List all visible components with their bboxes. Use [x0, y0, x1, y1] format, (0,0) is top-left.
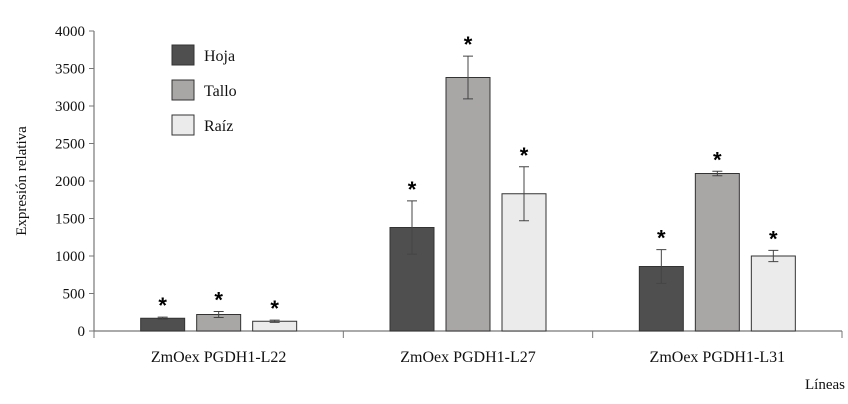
significance-star: *: [713, 147, 722, 172]
significance-star: *: [657, 226, 666, 251]
x-category-label: ZmOex PGDH1-L31: [650, 349, 786, 366]
legend-label-1: Hoja: [204, 48, 235, 65]
plot-area: 0 500 1000 1500 2000 2500 3000 3500 4000 * * * ZmOex…: [55, 24, 843, 366]
legend: Hoja Tallo Raíz: [171, 44, 237, 136]
y-tick-label: 1500: [55, 212, 85, 228]
y-tick-label: 1000: [55, 249, 85, 265]
legend-label-3: Raíz: [204, 118, 233, 135]
legend-swatch-1: [171, 44, 195, 66]
significance-star: *: [769, 226, 778, 251]
significance-star: *: [520, 143, 529, 168]
legend-swatch-3: [171, 114, 195, 136]
y-tick-label: 500: [63, 287, 86, 303]
significance-star: *: [214, 288, 223, 313]
bar-2-3: [694, 173, 740, 332]
significance-star: *: [464, 32, 473, 57]
x-axis-label: Líneas: [805, 377, 845, 393]
y-tick-label: 2000: [55, 174, 85, 190]
y-tick-label: 3000: [55, 99, 85, 115]
bar-2-2: [445, 77, 491, 332]
y-tick-label: 0: [78, 324, 86, 340]
bar-1-1: [140, 317, 186, 332]
y-tick-label: 2500: [55, 137, 85, 153]
significance-star: *: [408, 177, 417, 202]
significance-star: *: [270, 296, 279, 321]
bar-3-3: [750, 255, 796, 332]
legend-label-2: Tallo: [204, 83, 237, 100]
y-tick-label: 4000: [55, 24, 85, 40]
significance-star: *: [158, 293, 167, 318]
x-category-label: ZmOex PGDH1-L22: [151, 349, 287, 366]
x-category-label: ZmOex PGDH1-L27: [400, 349, 536, 366]
legend-swatch-2: [171, 79, 195, 101]
y-axis-label: Expresión relativa: [14, 126, 30, 236]
y-tick-label: 3500: [55, 62, 85, 78]
